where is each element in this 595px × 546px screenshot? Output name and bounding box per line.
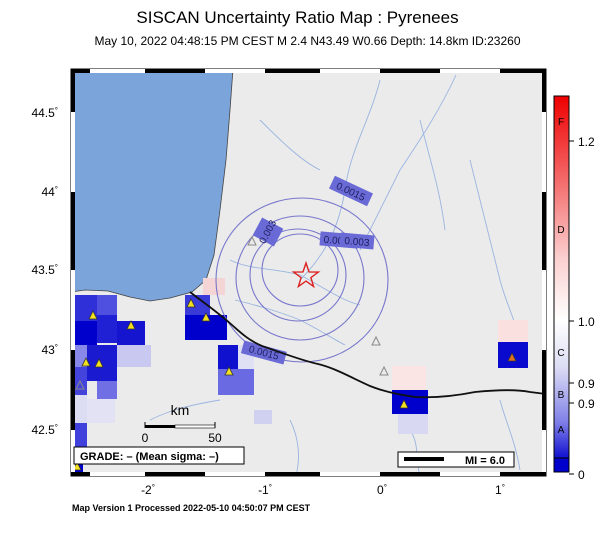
cbar-value-5: 0 (578, 468, 585, 482)
event-info: May 10, 2022 04:48:15 PM CEST M 2.4 N43.… (94, 34, 521, 48)
cbar-value-3: 0.9 (578, 377, 595, 391)
map-title: SISCAN Uncertainty Ratio Map : Pyrenees (136, 8, 459, 27)
grade-d: D (557, 225, 564, 236)
stations-no-data (75, 235, 389, 390)
rivers (149, 74, 521, 476)
grade-text: GRADE: – (Mean sigma: –) (80, 451, 219, 463)
cbar-value-1: 1.2 (578, 135, 595, 149)
lat-label-43-5: 43.5° (31, 263, 58, 277)
cbar-value-2: 1.0 (578, 315, 595, 329)
lat-label-44: 44° (41, 185, 58, 199)
lon-label-1: 1° (495, 483, 505, 497)
lat-label-44-5: 44.5° (31, 106, 58, 120)
grade-b: B (558, 390, 565, 401)
scale-start: 0 (142, 431, 149, 445)
stations (72, 298, 409, 471)
mmi-box: MI = 6.0 (397, 451, 515, 468)
lon-label-m1: -1° (258, 483, 272, 497)
colorbar: F D C B A 1.2 1.0 0.9 0.9 0 (553, 95, 595, 482)
grade-c: C (557, 348, 564, 359)
mmi-text: MI = 6.0 (465, 455, 505, 467)
epicenter-star (291, 260, 321, 289)
scale-bar: km 0 50 (142, 402, 222, 445)
grade-box: GRADE: – (Mean sigma: –) (73, 446, 245, 465)
lat-label-42-5: 42.5° (31, 423, 58, 437)
bay-of-biscay (71, 69, 234, 302)
map-frame (70, 68, 547, 477)
uncertainty-contours (215, 197, 389, 363)
processed-note: Map Version 1 Processed 2022-05-10 04:50… (72, 503, 311, 513)
station-orange (507, 352, 517, 362)
grade-f: F (558, 117, 564, 128)
grade-a: A (558, 425, 565, 436)
lon-label-m2: -2° (141, 483, 155, 497)
scale-end: 50 (208, 431, 222, 445)
country-border (189, 291, 546, 399)
lat-label-43: 43° (41, 343, 58, 357)
scale-unit: km (171, 402, 190, 418)
lon-label-0: 0° (377, 483, 387, 497)
contour-label-4: 0.003 (344, 236, 370, 249)
cbar-value-4: 0.9 (578, 397, 595, 411)
